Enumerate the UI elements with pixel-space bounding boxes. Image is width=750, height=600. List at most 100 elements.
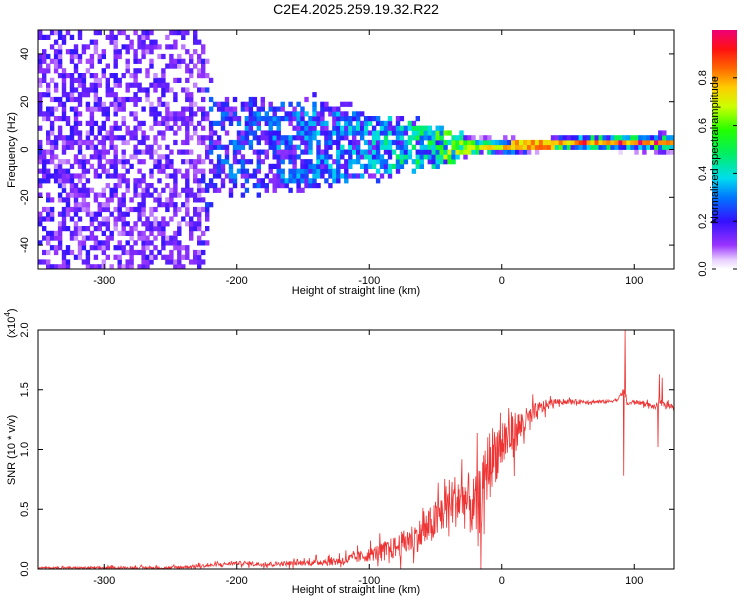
spectrogram-cell bbox=[149, 125, 154, 131]
spectrogram-cell bbox=[181, 264, 186, 269]
spectrogram-cell bbox=[530, 139, 536, 146]
spectrogram-cell bbox=[69, 230, 75, 236]
spectrogram-cell bbox=[46, 63, 51, 69]
spectrogram-cell bbox=[304, 178, 309, 184]
spectrogram-cell bbox=[419, 125, 424, 131]
spectrogram-cell bbox=[193, 254, 198, 260]
spectrogram-cell bbox=[42, 68, 47, 74]
spectrogram-cell bbox=[634, 135, 639, 141]
spectrogram-cell bbox=[411, 168, 417, 174]
spectrogram-cell bbox=[97, 130, 102, 136]
spectrogram-cell bbox=[38, 101, 43, 107]
spectrogram-cell bbox=[197, 254, 202, 260]
spectrogram-cell bbox=[280, 106, 285, 112]
spectrogram-cell bbox=[662, 144, 667, 150]
spectrogram-cell bbox=[177, 149, 182, 155]
spectrogram-cell bbox=[228, 192, 234, 198]
spectrogram-cell bbox=[93, 254, 99, 260]
spectrogram-cell bbox=[161, 245, 166, 251]
spectrogram-cell bbox=[387, 163, 393, 169]
spectrogram-cell bbox=[220, 168, 226, 174]
spectrogram-cell bbox=[216, 163, 222, 169]
spectrogram-cell bbox=[113, 149, 118, 155]
spectrogram-cell bbox=[264, 187, 269, 193]
spectrogram-cell bbox=[205, 135, 210, 141]
spectrogram-cell bbox=[312, 111, 317, 117]
spectrogram-cell bbox=[228, 139, 234, 146]
spectrogram-cell bbox=[212, 144, 218, 150]
spectrogram-cell bbox=[240, 192, 246, 198]
spectrogram-cell bbox=[46, 249, 51, 256]
spectrogram-cell bbox=[268, 125, 273, 131]
spectrogram-cell bbox=[244, 139, 250, 146]
spectrogram-cell bbox=[411, 125, 417, 131]
spectrogram-cell bbox=[415, 125, 420, 131]
spectrogram-cell bbox=[38, 183, 43, 189]
spectrogram-cell bbox=[73, 63, 79, 69]
spectrogram-cell bbox=[153, 197, 158, 203]
spectrogram-cell bbox=[73, 53, 79, 60]
spectrogram-cell bbox=[117, 77, 122, 83]
spectrogram-cell bbox=[97, 163, 102, 169]
spectrogram-cell bbox=[197, 183, 202, 189]
spectrogram-cell bbox=[49, 58, 55, 64]
spectrogram-cell bbox=[145, 96, 150, 103]
spectrogram-cell bbox=[129, 73, 134, 79]
spectrogram-cell bbox=[177, 116, 182, 122]
spectrogram-cell bbox=[65, 30, 71, 36]
spectrogram-cell bbox=[161, 101, 166, 107]
spectrogram-cell bbox=[57, 211, 63, 217]
spectrogram-cell bbox=[117, 96, 122, 103]
spectrogram-cell bbox=[121, 106, 126, 112]
spectrogram-cell bbox=[205, 73, 210, 79]
spectrogram-cell bbox=[185, 192, 190, 198]
spectrogram-cell bbox=[113, 125, 118, 131]
spectrogram-cell bbox=[46, 111, 51, 117]
spectrogram-cell bbox=[157, 44, 162, 50]
spectrogram-cell bbox=[153, 254, 158, 260]
spectrogram-cell bbox=[53, 58, 59, 64]
spectrogram-cell bbox=[244, 120, 250, 126]
spectrogram-cell bbox=[85, 235, 91, 241]
spectrogram-cell bbox=[125, 178, 130, 184]
spectrogram-cell bbox=[169, 197, 174, 203]
spectrogram-cell bbox=[236, 120, 242, 126]
spectrogram-cell bbox=[38, 168, 43, 174]
spectrogram-cell bbox=[121, 139, 126, 146]
spectrogram-cell bbox=[296, 130, 301, 136]
spectrogram-cell bbox=[399, 144, 405, 150]
spectrogram-cell bbox=[308, 135, 313, 141]
spectrogram-cell bbox=[232, 183, 238, 189]
spectrogram-cell bbox=[336, 149, 341, 155]
spectrogram-cell bbox=[113, 111, 118, 117]
spectrogram-cell bbox=[586, 139, 591, 146]
spectrogram-cell bbox=[403, 149, 409, 155]
spectrogram-cell bbox=[125, 58, 130, 64]
spectrogram-cell bbox=[65, 144, 71, 150]
spectrogram-cell bbox=[419, 154, 424, 160]
spectrogram-cell bbox=[360, 120, 365, 126]
spectrogram-cell bbox=[558, 135, 564, 141]
spectrogram-cell bbox=[73, 87, 79, 93]
spectrogram-cell bbox=[137, 120, 142, 126]
spectrogram-cell bbox=[208, 183, 214, 189]
spectrogram-cell bbox=[332, 125, 337, 131]
spectrogram-cell bbox=[89, 211, 95, 217]
spectrogram-cell bbox=[658, 139, 663, 146]
spectrogram-cell bbox=[113, 192, 118, 198]
spectrogram-cell bbox=[360, 149, 365, 155]
spectrogram-cell bbox=[153, 163, 158, 169]
spectrogram-cell bbox=[133, 116, 138, 122]
spectrogram-cell bbox=[220, 101, 226, 107]
spectrogram-cell bbox=[244, 173, 250, 179]
snr-y-tick-label: 2.0 bbox=[19, 322, 31, 337]
spectrogram-cell bbox=[73, 44, 79, 50]
spectrogram-cell bbox=[348, 101, 353, 107]
spectrogram-cell bbox=[459, 139, 464, 146]
spectrogram-cell bbox=[97, 154, 102, 160]
spectrogram-cell bbox=[157, 230, 162, 236]
spectrogram-cell bbox=[157, 53, 162, 60]
snr-frame bbox=[37, 329, 675, 570]
spectrogram-cell bbox=[208, 178, 214, 184]
spectrogram-cell bbox=[626, 144, 631, 150]
